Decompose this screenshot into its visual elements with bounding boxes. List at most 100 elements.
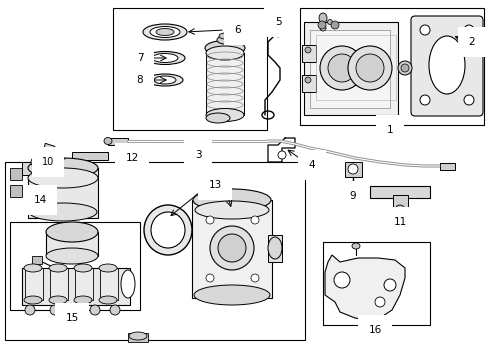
Ellipse shape	[74, 296, 92, 304]
Polygon shape	[325, 255, 404, 320]
Ellipse shape	[143, 205, 192, 255]
Ellipse shape	[152, 54, 178, 63]
Bar	[439, 163, 454, 170]
Ellipse shape	[46, 248, 98, 264]
Circle shape	[250, 274, 259, 282]
Bar	[100, 268, 118, 300]
Text: 11: 11	[392, 217, 406, 227]
Text: 13: 13	[208, 180, 221, 190]
Ellipse shape	[24, 264, 42, 272]
Ellipse shape	[147, 74, 183, 86]
FancyBboxPatch shape	[410, 16, 482, 116]
Ellipse shape	[104, 138, 112, 144]
Circle shape	[278, 151, 285, 159]
Bar	[392, 195, 407, 210]
Bar	[10, 222, 140, 310]
Ellipse shape	[204, 40, 244, 55]
Ellipse shape	[49, 264, 67, 272]
Circle shape	[218, 234, 245, 262]
Circle shape	[31, 157, 41, 167]
Text: 4: 4	[308, 160, 315, 170]
Bar	[46, 232, 98, 256]
Circle shape	[374, 297, 384, 307]
Circle shape	[333, 272, 349, 288]
Circle shape	[419, 95, 429, 105]
Circle shape	[383, 279, 395, 291]
Circle shape	[327, 54, 355, 82]
Circle shape	[347, 164, 357, 174]
Text: 12: 12	[125, 153, 138, 163]
Circle shape	[463, 95, 473, 105]
Ellipse shape	[142, 24, 186, 40]
Bar	[10, 168, 22, 180]
Bar	[22, 268, 130, 305]
Ellipse shape	[129, 332, 147, 340]
Bar	[113, 8, 266, 130]
Bar	[369, 186, 429, 198]
Bar	[345, 162, 361, 177]
Text: 15: 15	[65, 313, 79, 323]
Bar	[28, 168, 98, 218]
Ellipse shape	[46, 222, 98, 242]
Circle shape	[75, 305, 85, 315]
Text: 7: 7	[137, 53, 143, 63]
Bar	[323, 242, 429, 325]
Text: 2: 2	[468, 37, 474, 47]
Circle shape	[25, 305, 35, 315]
Ellipse shape	[267, 237, 282, 259]
Circle shape	[319, 46, 363, 90]
Ellipse shape	[150, 27, 180, 37]
Circle shape	[90, 305, 100, 315]
Bar	[50, 268, 68, 300]
Ellipse shape	[319, 25, 325, 31]
Bar	[267, 235, 282, 262]
Ellipse shape	[24, 296, 42, 304]
Text: 5: 5	[274, 17, 281, 27]
Text: 3: 3	[194, 150, 201, 160]
Circle shape	[419, 25, 429, 35]
Text: 14: 14	[33, 195, 46, 205]
Bar	[302, 45, 315, 62]
Text: 8: 8	[137, 75, 143, 85]
Ellipse shape	[205, 108, 244, 122]
Ellipse shape	[154, 76, 176, 84]
Circle shape	[330, 21, 338, 29]
Circle shape	[205, 274, 214, 282]
Bar	[304, 22, 397, 115]
Bar	[25, 268, 43, 300]
Text: 10: 10	[42, 157, 54, 167]
Bar	[299, 8, 483, 125]
Bar	[315, 35, 395, 100]
Ellipse shape	[156, 28, 174, 36]
Ellipse shape	[205, 113, 229, 123]
Ellipse shape	[194, 285, 269, 305]
Ellipse shape	[121, 270, 135, 298]
Circle shape	[205, 216, 214, 224]
Ellipse shape	[195, 201, 268, 219]
Ellipse shape	[74, 264, 92, 272]
Ellipse shape	[28, 158, 98, 178]
Circle shape	[250, 216, 259, 224]
Bar	[32, 256, 42, 264]
Ellipse shape	[428, 36, 464, 94]
Circle shape	[305, 77, 310, 83]
Ellipse shape	[28, 168, 98, 188]
Bar	[192, 200, 271, 298]
Bar	[302, 75, 315, 92]
Circle shape	[110, 305, 120, 315]
Ellipse shape	[205, 46, 244, 60]
Ellipse shape	[49, 296, 67, 304]
Bar	[72, 152, 108, 160]
Ellipse shape	[327, 19, 332, 24]
Bar	[128, 333, 148, 342]
Bar	[108, 138, 128, 145]
Circle shape	[397, 61, 411, 75]
Ellipse shape	[99, 264, 117, 272]
Bar	[22, 162, 50, 175]
Polygon shape	[44, 143, 72, 180]
Ellipse shape	[99, 296, 117, 304]
Circle shape	[317, 21, 325, 29]
Ellipse shape	[351, 243, 359, 249]
Bar	[75, 268, 93, 300]
Ellipse shape	[318, 13, 326, 23]
